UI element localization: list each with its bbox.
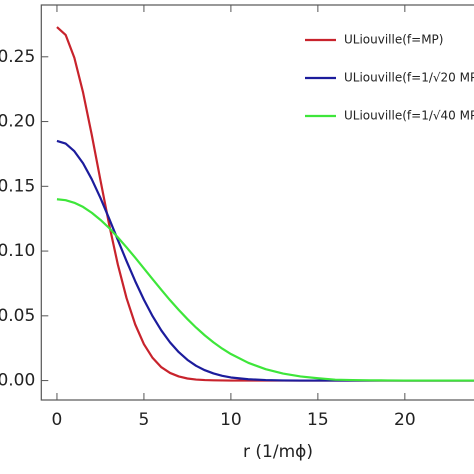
x-tick-label: 0 [52, 410, 63, 430]
x-tick-label: 10 [220, 410, 242, 430]
y-tick-label: 0.25 [0, 47, 35, 67]
y-tick-label: 0.05 [0, 306, 35, 326]
x-axis-label: r (1/mϕ) [243, 442, 313, 462]
y-tick-label: 0.20 [0, 112, 35, 132]
legend-label: ULiouville(f=MP) [344, 33, 443, 47]
legend-label: ULiouville(f=1/√20 MP) [344, 71, 474, 85]
y-tick-label: 0.00 [0, 371, 35, 391]
y-tick-label: 0.15 [0, 176, 35, 196]
legend-label: ULiouville(f=1/√40 MP) [344, 109, 474, 123]
plot-frame [40, 4, 474, 401]
y-tick-label: 0.10 [0, 241, 35, 261]
x-tick-label: 20 [394, 410, 416, 430]
data-line [56, 139, 474, 382]
x-tick-label: 5 [139, 410, 150, 430]
data-line [56, 198, 474, 382]
x-tick-label: 15 [307, 410, 329, 430]
